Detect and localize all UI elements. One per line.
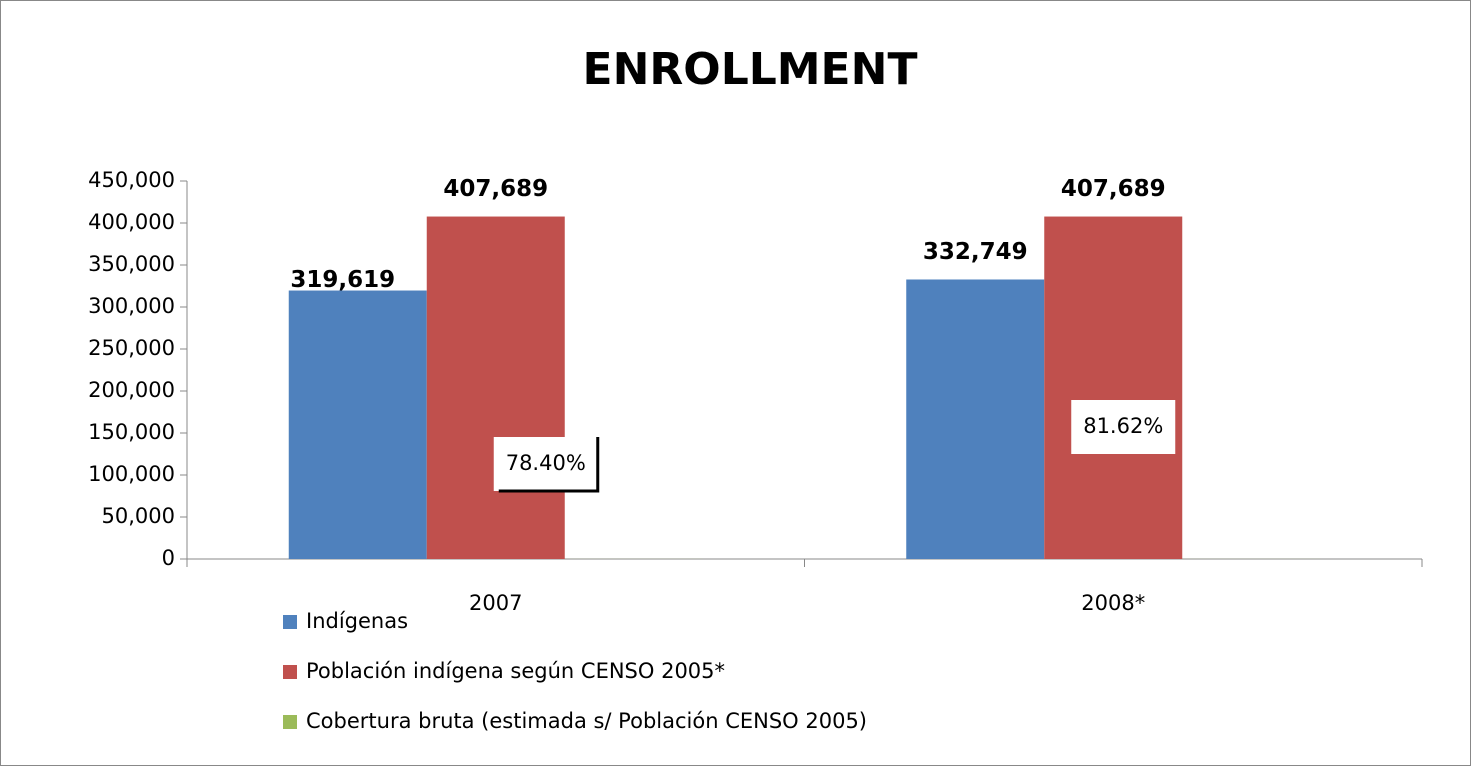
legend-swatch [283,665,297,679]
y-tick-label: 250,000 [88,336,175,360]
data-label: 319,619 [290,267,395,293]
legend-label: Indígenas [306,609,408,633]
y-tick-label: 300,000 [88,294,175,318]
bar [906,279,1044,559]
legend-label: Población indígena según CENSO 2005* [306,659,725,683]
legend-swatch [283,615,297,629]
legend-label: Cobertura bruta (estimada s/ Población C… [306,709,867,733]
data-label: 407,689 [1061,176,1166,202]
y-tick-label: 200,000 [88,378,175,402]
bar [1044,217,1182,559]
x-tick-label: 2008* [1081,591,1145,615]
y-tick-label: 450,000 [88,168,175,192]
legend-swatch [283,715,297,729]
y-tick-label: 100,000 [88,462,175,486]
data-label: 81.62% [1083,414,1163,438]
x-tick-label: 2007 [469,591,522,615]
data-label: 332,749 [923,239,1028,265]
chart-title: ENROLLMENT [583,44,918,95]
y-tick-label: 400,000 [88,210,175,234]
y-tick-label: 350,000 [88,252,175,276]
y-tick-label: 150,000 [88,420,175,444]
y-tick-label: 50,000 [102,504,175,528]
data-label: 407,689 [443,176,548,202]
data-label: 78.40% [506,451,586,475]
bar [289,291,427,559]
bar [427,217,565,559]
y-tick-label: 0 [162,546,175,570]
